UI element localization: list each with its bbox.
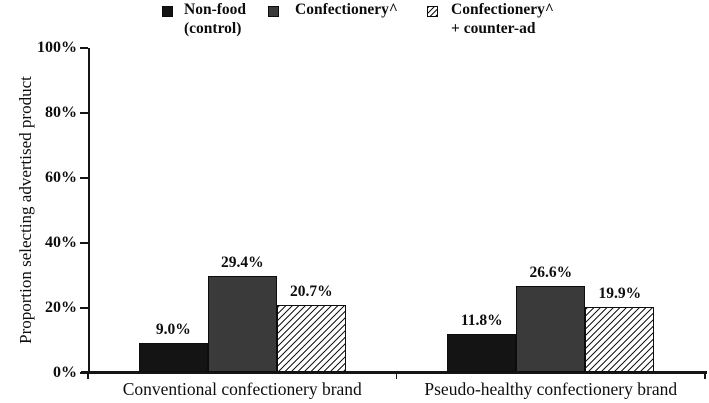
bar-solid-gray-1	[207, 276, 277, 372]
bar-value-label: 20.7%	[289, 282, 333, 300]
y-axis-title: Proportion selecting advertised product	[16, 76, 35, 344]
bar-value-label: 9.0%	[155, 320, 191, 338]
x-tick-mark	[704, 371, 706, 379]
legend-swatch-hatched	[427, 6, 438, 17]
x-tick-mark	[395, 371, 398, 379]
y-tick-label: 80%	[45, 104, 77, 121]
legend-swatch-solid-black	[162, 6, 173, 17]
y-tick-mark	[80, 307, 88, 309]
y-tick-label: 60%	[45, 169, 77, 186]
bar-value-label: 19.9%	[598, 285, 642, 303]
y-tick-mark	[80, 242, 88, 244]
y-tick-label: 0%	[53, 364, 77, 381]
y-tick-mark	[80, 372, 88, 374]
legend-swatch-solid-gray	[268, 6, 279, 17]
y-axis-line	[88, 48, 90, 373]
bar-hatched-1	[276, 304, 346, 372]
legend-label: Confectionery^ + counter-ad	[451, 1, 554, 37]
x-tick-mark	[87, 371, 89, 379]
bar-solid-gray-2	[516, 285, 586, 372]
y-tick-label: 40%	[45, 234, 77, 251]
bar-solid-black-1	[138, 342, 208, 372]
y-tick-mark	[80, 47, 88, 49]
bar-value-label: 29.4%	[220, 254, 264, 272]
x-axis-line	[81, 371, 707, 374]
y-tick-mark	[80, 177, 88, 179]
y-tick-label: 100%	[37, 39, 77, 56]
bar-hatched-2	[585, 307, 655, 372]
bar-value-label: 11.8%	[460, 311, 503, 329]
y-tick-label: 20%	[45, 299, 77, 316]
legend-label: Non-food (control)	[184, 1, 247, 37]
x-category-label: Conventional confectionery brand	[122, 379, 362, 399]
bar-solid-black-2	[447, 333, 517, 372]
legend-label: Confectionery^	[295, 1, 398, 18]
x-category-label: Pseudo-healthy confectionery brand	[424, 379, 678, 399]
y-tick-mark	[80, 112, 88, 114]
bar-value-label: 26.6%	[529, 263, 573, 281]
